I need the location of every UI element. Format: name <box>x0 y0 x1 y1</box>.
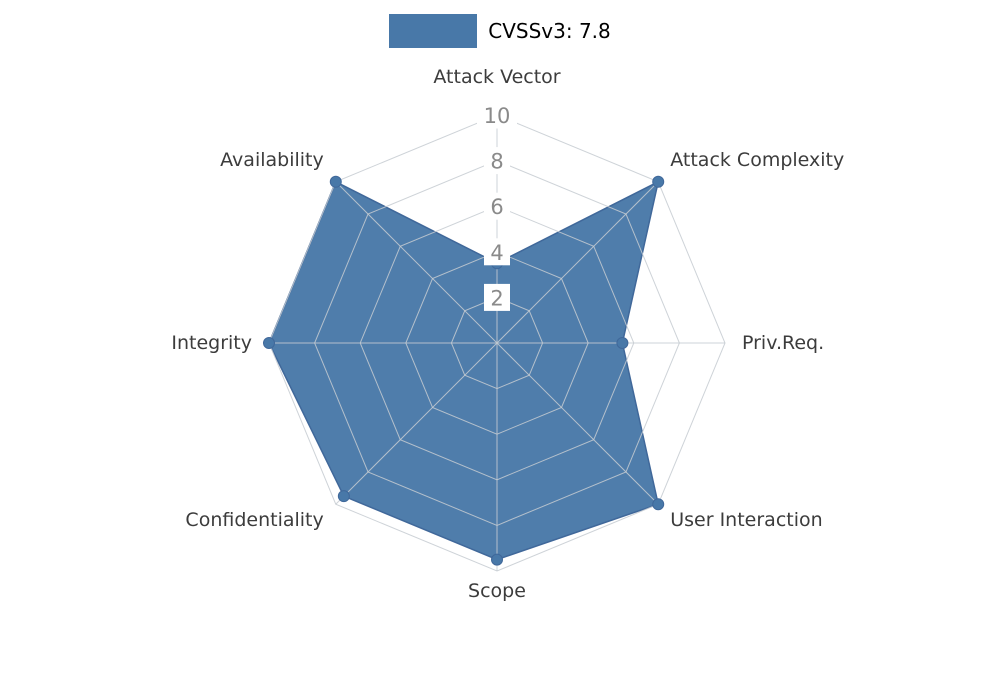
tick-label-box <box>484 283 510 311</box>
axis-label: Confidentiality <box>185 509 323 531</box>
data-point-marker <box>491 553 503 566</box>
legend-swatch <box>389 14 478 48</box>
radar-series-polygon <box>268 180 660 561</box>
tick-label: 10 <box>484 104 511 128</box>
axis-label: Scope <box>468 580 526 602</box>
data-point-marker <box>337 490 350 503</box>
tick-label-box <box>484 147 510 175</box>
grid-spoke <box>496 342 659 505</box>
tick-label: 4 <box>490 241 503 265</box>
tick-label: 2 <box>490 286 503 310</box>
data-point-marker <box>329 175 342 188</box>
axis-label: Integrity <box>171 332 252 354</box>
tick-label: 6 <box>490 195 503 219</box>
legend: CVSSv3: 7.8 <box>0 14 1000 48</box>
tick-label: 8 <box>490 150 503 174</box>
data-point-marker <box>652 175 665 188</box>
axis-label: Attack Complexity <box>670 149 844 171</box>
tick-label-box <box>484 192 510 220</box>
axis-label: User Interaction <box>670 509 822 531</box>
grid-spoke <box>335 342 498 505</box>
data-point-marker <box>652 498 665 511</box>
tick-label-box <box>477 101 517 129</box>
data-point-marker <box>263 337 275 349</box>
axis-label: Attack Vector <box>433 66 560 88</box>
legend-label: CVSSv3: 7.8 <box>488 19 611 43</box>
data-point-marker <box>616 337 629 349</box>
axis-label: Availability <box>220 149 324 171</box>
tick-label-box <box>484 238 510 266</box>
grid-spoke <box>496 181 659 344</box>
axis-label: Priv.Req. <box>742 332 824 354</box>
grid-spoke <box>335 181 498 344</box>
